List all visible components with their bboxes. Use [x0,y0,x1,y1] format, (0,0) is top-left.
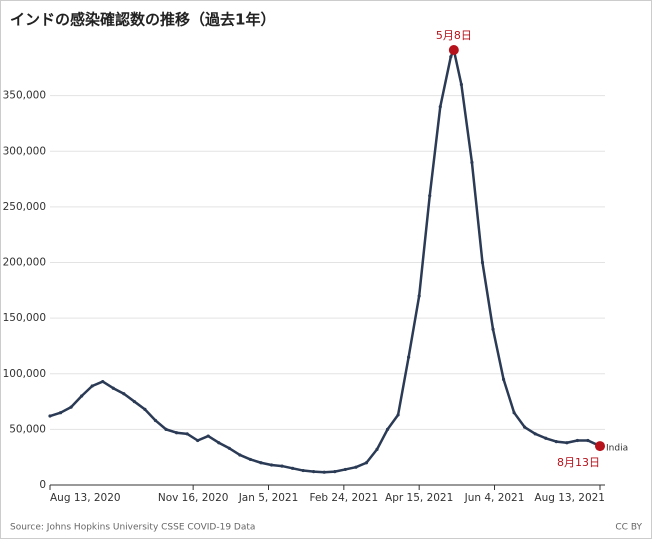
y-tick-label: 300,000 [3,145,46,157]
data-point [248,457,253,462]
data-point [58,411,63,415]
data-point [354,465,358,469]
x-tick-label: Aug 13, 2021 [534,492,605,504]
data-point [480,260,485,265]
data-point [280,464,284,468]
data-point [312,470,316,474]
data-point [143,407,147,411]
data-point [132,399,136,404]
x-tick-label: Jan 5, 2021 [238,492,299,504]
data-point [385,427,390,431]
data-point [449,55,453,59]
data-point [196,438,200,443]
data-point [269,463,274,467]
y-tick-label: 0 [39,479,46,491]
data-point [174,431,179,435]
x-tick-label: Feb 24, 2021 [309,492,378,504]
data-point [364,461,369,465]
data-point [101,379,105,384]
data-point [375,447,379,451]
data-point [301,468,305,473]
data-point [544,436,548,440]
annotation: 5月8日 [436,29,472,42]
y-tick-label: 100,000 [3,368,46,380]
y-tick-label: 350,000 [3,90,46,102]
data-point [396,413,400,417]
data-point [512,411,516,415]
data-point [217,441,221,445]
highlight-point [595,441,605,452]
x-tick-label: Aug 13, 2020 [50,492,121,504]
annotation: 8月13日 [557,456,600,469]
data-point [533,432,537,436]
data-point [523,425,527,429]
data-point [69,405,73,409]
data-point [554,440,558,444]
x-tick-label: Jun 4, 2021 [464,492,525,504]
data-point [343,467,347,472]
series-line [49,48,601,474]
data-point [322,470,326,474]
data-point [459,82,463,87]
data-point [586,438,590,443]
data-point [291,466,295,470]
series-label: India [606,444,628,454]
data-point [164,427,168,431]
data-point [501,377,506,381]
data-point [407,355,411,359]
y-tick-label: 150,000 [3,312,46,324]
data-point [238,453,242,457]
data-point [90,384,94,388]
data-point [575,438,579,443]
data-point [428,194,432,198]
data-point [153,418,158,423]
source: Source: Johns Hopkins University CSSE CO… [10,523,255,533]
data-point [227,446,231,450]
data-point [470,160,474,164]
data-point [48,414,52,418]
data-point [333,470,337,474]
chart-title: インドの感染確認数の推移（過去1年） [10,11,275,29]
license: CC BY [615,523,642,533]
data-point [80,394,84,398]
data-point [491,327,495,331]
data-point [565,441,569,445]
data-point [122,392,126,396]
y-tick-label: 250,000 [3,201,46,213]
data-point [438,105,442,109]
x-tick-label: Nov 16, 2020 [158,492,229,504]
x-tick-label: Apr 15, 2021 [385,492,453,504]
data-point [417,294,421,298]
data-point [185,432,189,436]
data-point [206,434,210,438]
highlight-point [448,45,459,56]
data-point [111,386,115,390]
data-point [259,461,263,465]
y-tick-label: 50,000 [9,423,46,435]
y-tick-label: 200,000 [3,257,46,269]
